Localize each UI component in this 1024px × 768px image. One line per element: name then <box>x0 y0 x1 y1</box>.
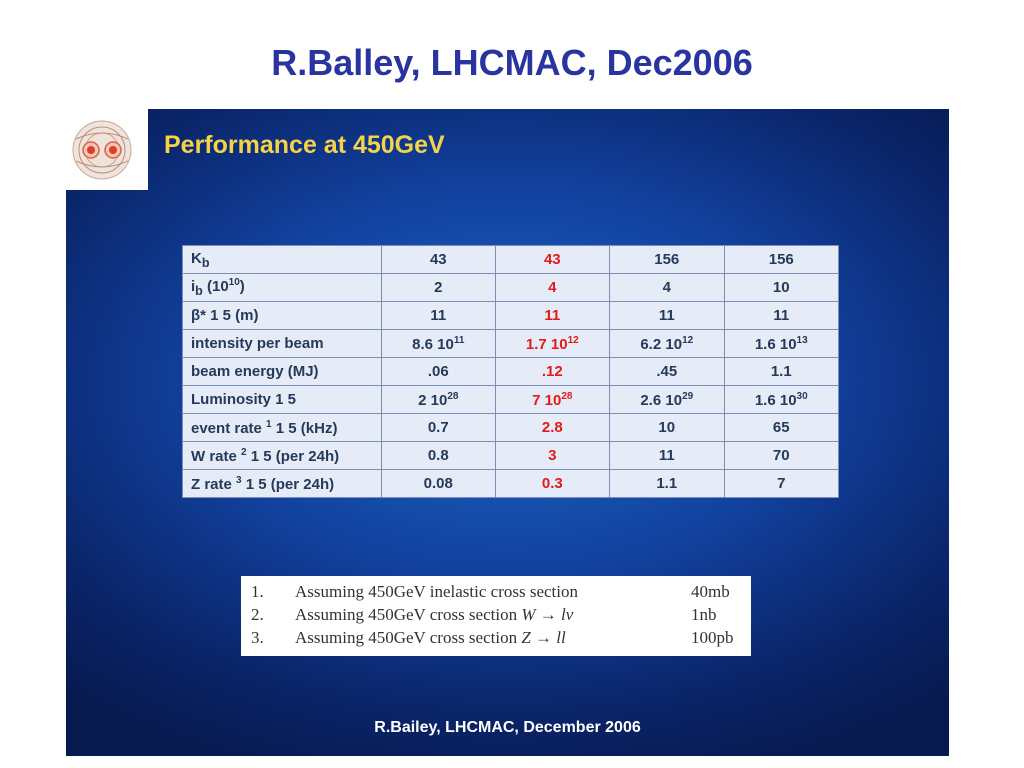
footnote-1: 1. Assuming 450GeV inelastic cross secti… <box>251 582 741 604</box>
footnote-text: Assuming 450GeV cross section Z → ll <box>295 628 566 647</box>
table-cell: 4 <box>494 273 611 302</box>
table-cell: 0.8 <box>381 441 496 470</box>
footnote-text: Assuming 450GeV inelastic cross section <box>295 582 578 601</box>
table-cell: 11 <box>723 301 839 330</box>
table-cell: 4 <box>609 273 725 302</box>
table-cell: 0.7 <box>381 413 496 442</box>
table-row: intensity per beam 8.6 1011 1.7 1012 6.2 10… <box>182 329 839 358</box>
table-cell: 2 <box>381 273 496 302</box>
table-row: event rate 1 1 5 (kHz) 0.7 2.8 10 65 <box>182 413 839 442</box>
slide-footer: R.Bailey, LHCMAC, December 2006 <box>374 719 641 736</box>
row-label: intensity per beam <box>182 329 382 358</box>
lhc-logo-icon <box>66 109 148 190</box>
table-cell: .45 <box>609 357 725 386</box>
footnote-value: 100pb <box>691 628 734 647</box>
table-cell: 7 1028 <box>494 385 611 414</box>
performance-table: Kb 43 43 156 156 ib (1010) 2 4 4 10 β* 1 5 (m) 11 11… <box>182 245 839 498</box>
row-label: Kb <box>182 245 382 274</box>
page-title: R.Balley, LHCMAC, Dec2006 <box>271 42 753 83</box>
footnote-number: 3. <box>251 628 264 647</box>
table-cell: 1.6 1030 <box>723 385 839 414</box>
table-cell: 70 <box>723 441 839 470</box>
table-row: ib (1010) 2 4 4 10 <box>182 273 839 302</box>
row-label: Z rate 3 1 5 (per 24h) <box>182 469 382 498</box>
table-cell: 10 <box>723 273 839 302</box>
row-label: event rate 1 1 5 (kHz) <box>182 413 382 442</box>
row-label: ib (1010) <box>182 273 382 302</box>
table-cell: 43 <box>381 245 496 274</box>
table-cell: 3 <box>494 441 611 470</box>
table-row: Kb 43 43 156 156 <box>182 245 839 274</box>
table-cell: 8.6 1011 <box>381 329 496 358</box>
table-cell: 156 <box>609 245 725 274</box>
table-cell: .12 <box>494 357 611 386</box>
footnotes-box: 1. Assuming 450GeV inelastic cross secti… <box>241 576 751 656</box>
table-cell: 11 <box>381 301 496 330</box>
table-row: beam energy (MJ) .06.12.45 1.1 <box>182 357 839 386</box>
table-cell: .06 <box>381 357 496 386</box>
table-cell: 1.7 1012 <box>494 329 611 358</box>
table-cell: 0.3 <box>494 469 611 498</box>
table-cell: 11 <box>609 441 725 470</box>
row-label: beam energy (MJ) <box>182 357 382 386</box>
table-cell: 0.08 <box>381 469 496 498</box>
table-cell: 2.8 <box>494 413 611 442</box>
table-cell: 156 <box>723 245 839 274</box>
footnote-value: 1nb <box>691 605 717 624</box>
footnote-3: 3. Assuming 450GeV cross section Z → ll … <box>251 628 741 650</box>
table-cell: 7 <box>723 469 839 498</box>
table-row: Z rate 3 1 5 (per 24h) 0.08 0.3 1.1 7 <box>182 469 839 498</box>
table-cell: 10 <box>609 413 725 442</box>
footnote-2: 2. Assuming 450GeV cross section W → lν … <box>251 605 741 627</box>
footnote-value: 40mb <box>691 582 730 601</box>
table-cell: 1.6 1013 <box>723 329 839 358</box>
footnote-formula: Z → ll <box>521 628 566 647</box>
row-label: Luminosity 1 5 <box>182 385 382 414</box>
footnote-text: Assuming 450GeV cross section W → lν <box>295 605 574 624</box>
slide: Performance at 450GeV Kb 43 43 156 156 ib (10… <box>66 109 949 756</box>
table-cell: 11 <box>609 301 725 330</box>
table-cell: 6.2 1012 <box>609 329 725 358</box>
table-cell: 1.1 <box>609 469 725 498</box>
row-label: β* 1 5 (m) <box>182 301 382 330</box>
footnote-number: 1. <box>251 582 264 601</box>
table-cell: 65 <box>723 413 839 442</box>
slide-header: Performance at 450GeV <box>164 131 445 159</box>
footnote-number: 2. <box>251 605 264 624</box>
table-cell: 11 <box>494 301 611 330</box>
table-cell: 43 <box>494 245 611 274</box>
table-cell: 2 1028 <box>381 385 496 414</box>
table-row: W rate 2 1 5 (per 24h) 0.8 3 11 70 <box>182 441 839 470</box>
table-cell: 1.1 <box>723 357 839 386</box>
footnote-formula: W → lν <box>521 605 574 624</box>
row-label: W rate 2 1 5 (per 24h) <box>182 441 382 470</box>
table-cell: 2.6 1029 <box>609 385 725 414</box>
table-row: β* 1 5 (m) 11 11 11 11 <box>182 301 839 330</box>
